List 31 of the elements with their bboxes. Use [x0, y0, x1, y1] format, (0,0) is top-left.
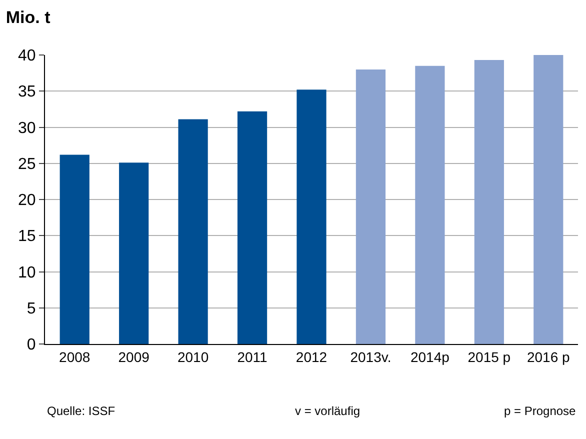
x-tick-label: 2013v.: [350, 348, 392, 365]
source-note: Quelle: ISSF: [47, 404, 116, 418]
x-tick-label: 2008: [59, 348, 90, 365]
bar: [178, 119, 208, 344]
y-tick-label: 5: [26, 300, 36, 318]
y-tick-label: 30: [18, 120, 36, 137]
bar: [474, 60, 504, 344]
chart-title: Mio. t: [6, 8, 51, 27]
x-tick-label: 2016 p: [526, 348, 570, 365]
y-tick-label: 10: [18, 264, 36, 282]
bar: [60, 154, 90, 344]
bar: [119, 162, 149, 344]
y-tick-label: 20: [18, 192, 36, 210]
x-tick-label: 2009: [118, 348, 150, 365]
bar: [356, 69, 386, 344]
bar: [534, 55, 564, 344]
x-tick-label: 2015 p: [468, 348, 511, 365]
y-tick-label: 35: [18, 84, 36, 101]
y-tick-label: 25: [18, 156, 36, 173]
x-tick-label: 2012: [296, 348, 328, 365]
y-tick-label: 0: [26, 336, 36, 354]
x-tick-label: 2014p: [410, 348, 450, 365]
y-tick-label: 40: [18, 48, 36, 65]
text: v = vorläufig: [295, 404, 360, 418]
bar: [415, 66, 445, 344]
x-tick-label: 2011: [237, 348, 268, 365]
text: p = Prognose: [504, 404, 576, 418]
bar: [237, 111, 268, 344]
x-tick-label: 2010: [177, 348, 209, 365]
bar: [296, 90, 326, 344]
y-tick-label: 15: [18, 228, 36, 246]
